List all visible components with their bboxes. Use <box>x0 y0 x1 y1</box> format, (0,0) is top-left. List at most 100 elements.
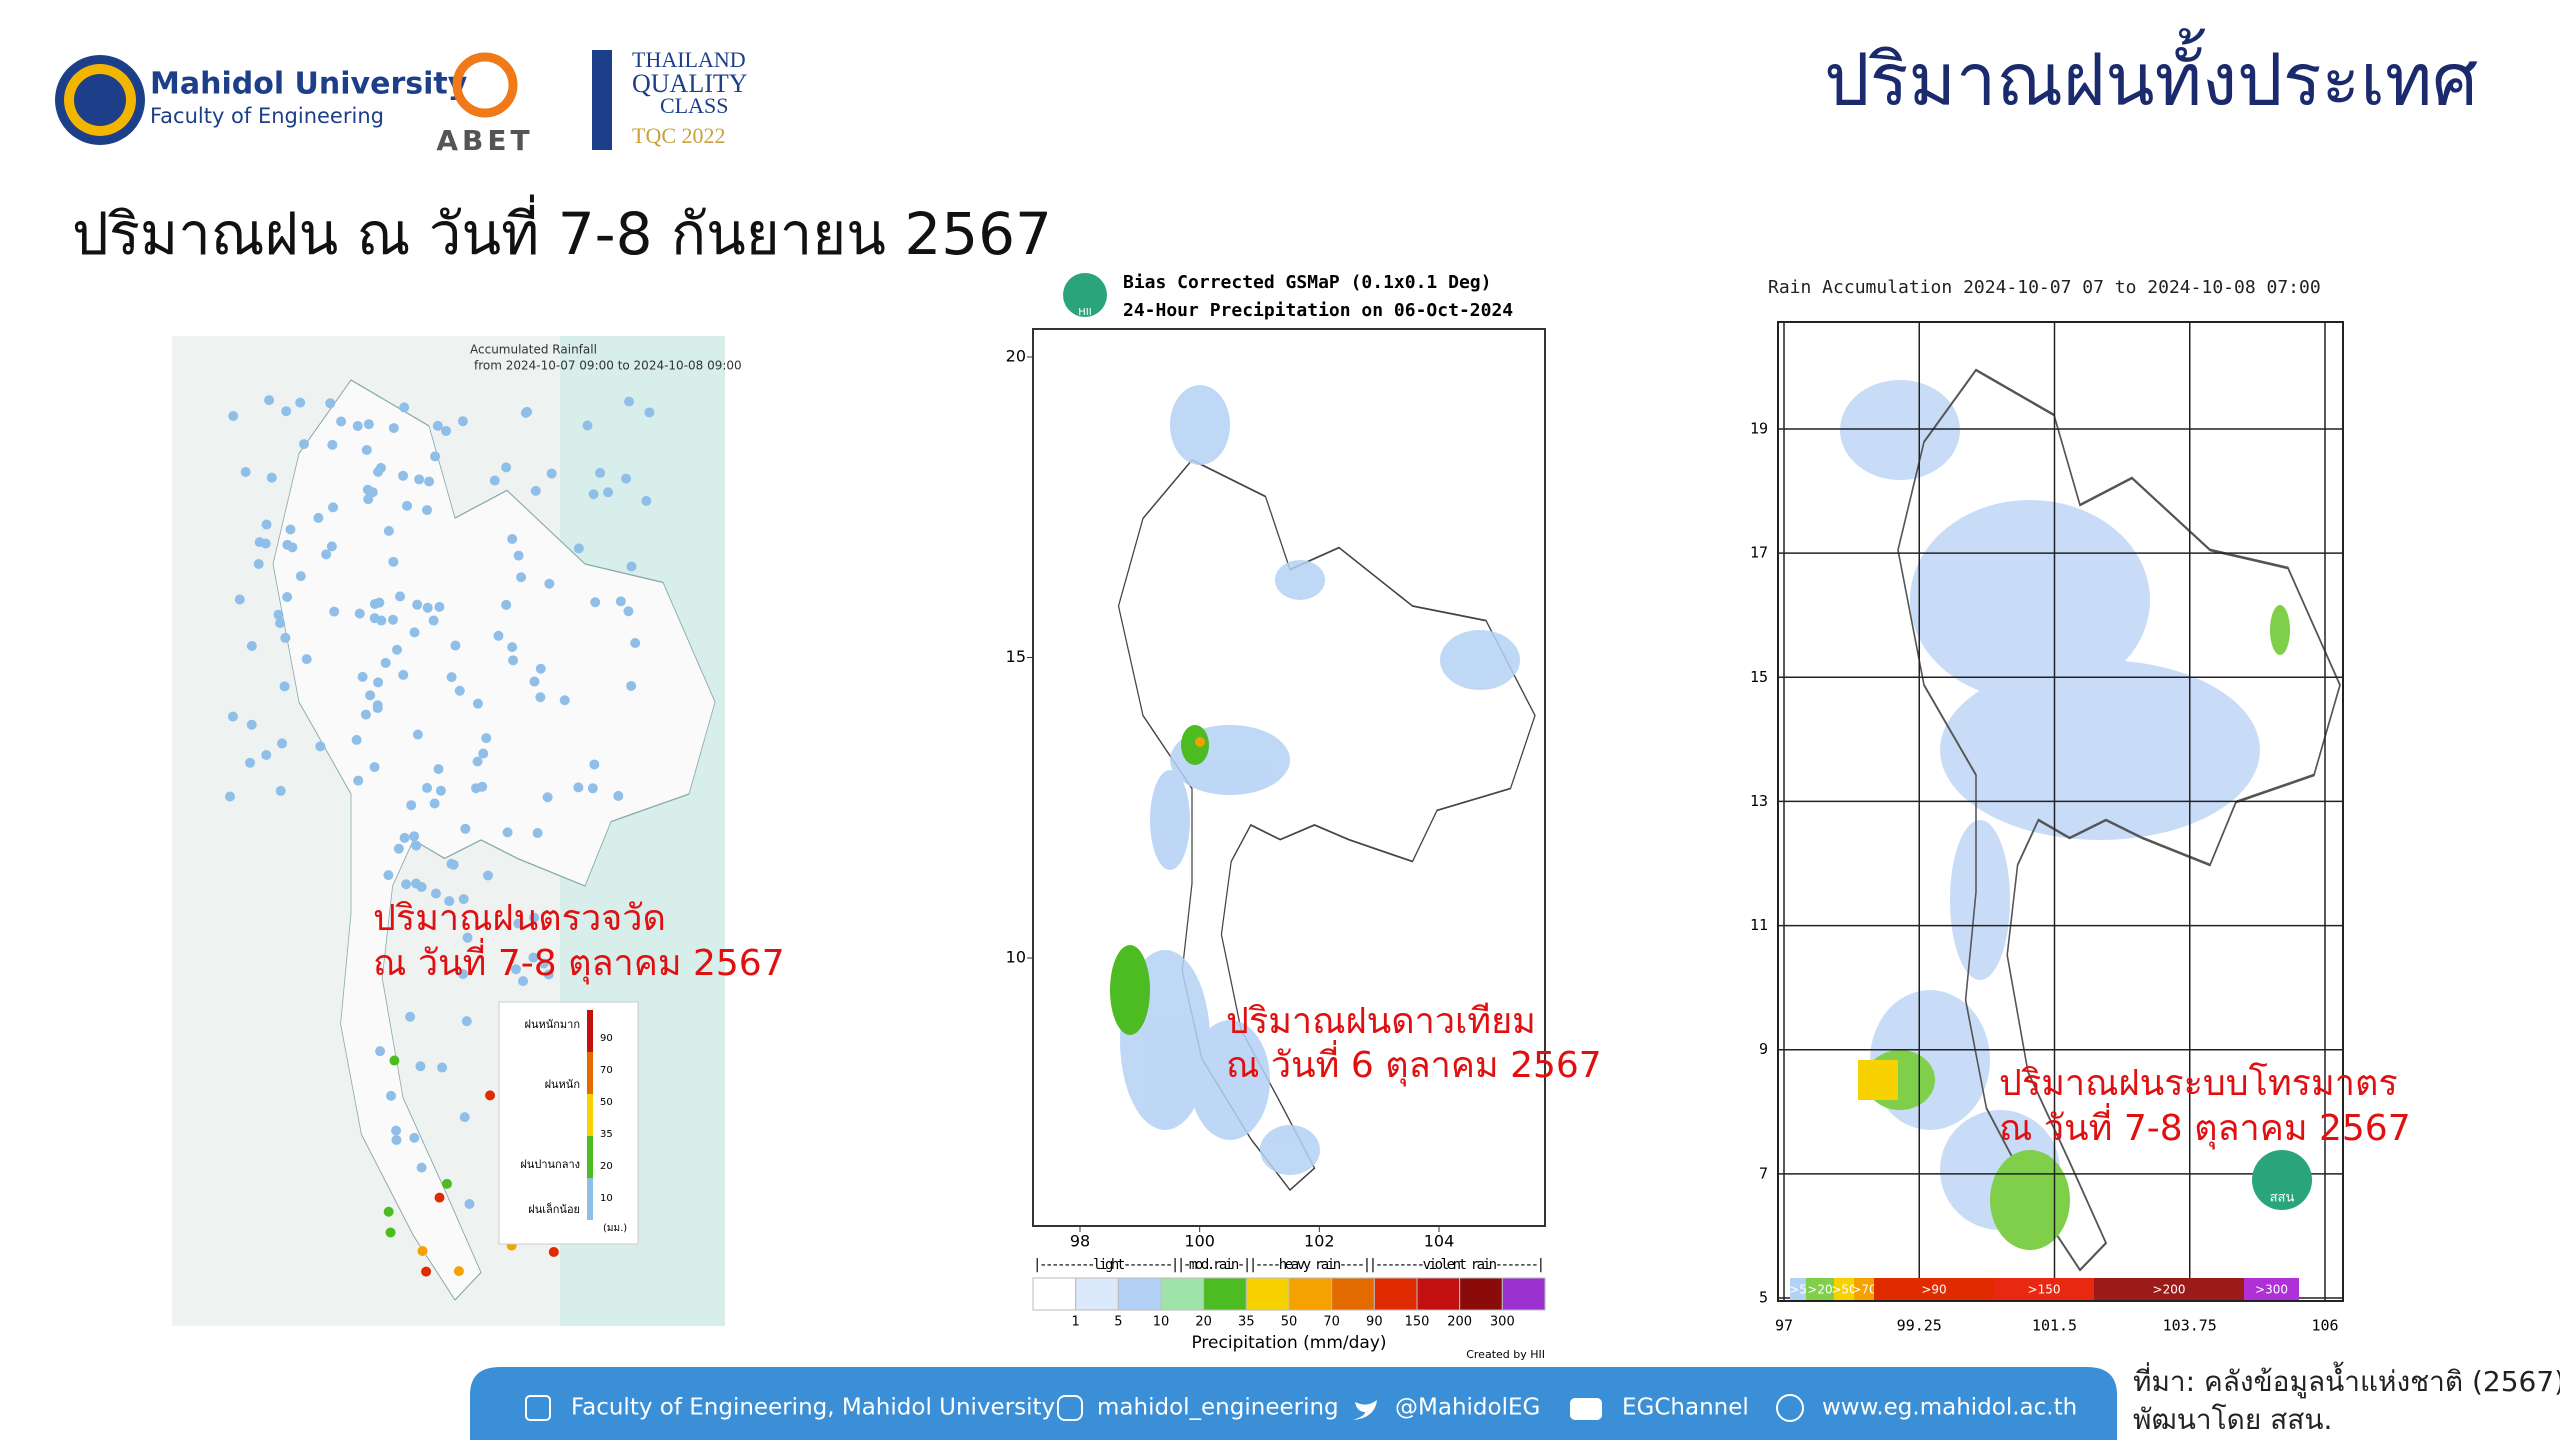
stations <box>225 395 655 1277</box>
station <box>538 958 549 969</box>
station <box>234 594 245 605</box>
station <box>441 1178 452 1189</box>
station <box>411 878 422 889</box>
station <box>544 578 555 589</box>
station <box>458 969 469 980</box>
legend-label: >150 <box>2028 1283 2061 1297</box>
legend-label: >50 <box>1831 1283 1856 1297</box>
station <box>573 543 584 554</box>
colorbar-label: 1 <box>1072 1315 1080 1330</box>
station <box>430 451 441 462</box>
station <box>414 474 425 485</box>
station <box>532 828 543 839</box>
station <box>266 472 277 483</box>
colorbar-label: 150 <box>1405 1315 1430 1330</box>
station <box>429 798 440 809</box>
colorbar-cell <box>1331 1277 1375 1311</box>
y-tick-label: 15 <box>1006 647 1026 666</box>
legend-swatch <box>587 1136 593 1178</box>
y-tick-label: 13 <box>1750 792 1768 810</box>
y-tick-label: 20 <box>1006 347 1026 366</box>
station <box>458 894 469 905</box>
station <box>453 1266 464 1277</box>
station <box>417 1246 428 1257</box>
station <box>623 606 634 617</box>
station <box>389 1055 400 1066</box>
station <box>240 466 251 477</box>
abet-logo <box>452 52 518 118</box>
station <box>406 800 417 811</box>
legend-value: 70 <box>600 1065 613 1076</box>
station <box>493 630 504 641</box>
station <box>546 468 557 479</box>
legend-class: ฝนหนัก <box>545 1078 580 1091</box>
station <box>369 598 380 609</box>
station <box>351 734 362 745</box>
legend-class: ฝนเล็กน้อย <box>528 1202 580 1216</box>
colorbar-label: 300 <box>1490 1315 1515 1330</box>
station <box>434 601 445 612</box>
station <box>388 423 399 434</box>
station <box>422 505 433 516</box>
station <box>613 790 624 801</box>
badge <box>2252 1150 2312 1210</box>
station <box>245 757 256 768</box>
badge-text: สสน <box>2270 1191 2295 1206</box>
caption: ณ วันที่ 7-8 ตุลาคม 2567 <box>373 938 785 985</box>
station <box>315 741 326 752</box>
station <box>510 964 521 975</box>
station <box>582 420 593 431</box>
station <box>228 410 239 421</box>
legend-swatch <box>587 1094 593 1136</box>
page-title: ปริมาณฝนทั้งประเทศ <box>1824 28 2478 122</box>
station <box>253 558 264 569</box>
legend-value: 90 <box>600 1033 613 1044</box>
footer-item: www.eg.mahidol.ac.th <box>1822 1395 2077 1421</box>
colorbar-label: 70 <box>1323 1315 1340 1330</box>
station <box>264 395 275 406</box>
legend-swatch <box>587 1010 593 1052</box>
station <box>615 596 626 607</box>
station <box>529 912 540 923</box>
station <box>280 632 291 643</box>
station <box>573 782 584 793</box>
station <box>437 1062 448 1073</box>
legend-label: >300 <box>2255 1283 2288 1297</box>
subtitle: ปริมาณฝน ณ วันที่ 7-8 กันยายน 2567 <box>72 194 1052 268</box>
station <box>353 775 364 786</box>
colorbar-cell <box>1416 1277 1461 1311</box>
legend-swatch <box>587 1178 593 1220</box>
station <box>367 487 378 498</box>
station <box>295 571 306 582</box>
station <box>261 519 272 530</box>
station <box>246 719 257 730</box>
heavy-rain <box>1858 605 2290 1250</box>
station <box>529 676 540 687</box>
station <box>372 700 383 711</box>
university: Mahidol University <box>150 67 468 102</box>
station <box>516 572 527 583</box>
footer-item: @MahidolEG <box>1395 1395 1540 1421</box>
station <box>275 618 286 629</box>
station <box>542 792 553 803</box>
station <box>446 672 457 683</box>
station <box>543 969 554 980</box>
station <box>535 663 546 674</box>
colorbar-label: 10 <box>1153 1315 1170 1330</box>
x-tick-label: 106 <box>2311 1317 2338 1335</box>
station <box>361 444 372 455</box>
colorbar-cell <box>1075 1277 1119 1311</box>
station <box>428 615 439 626</box>
station <box>299 439 310 450</box>
station <box>409 831 420 842</box>
legend-cell <box>1874 1278 1994 1300</box>
station <box>412 599 423 610</box>
x-tick-label: 104 <box>1424 1232 1455 1251</box>
legend-value: 10 <box>600 1193 613 1204</box>
station <box>246 641 257 652</box>
station <box>412 729 423 740</box>
station <box>386 1090 397 1101</box>
legend-class: ฝนปานกลาง <box>520 1158 580 1171</box>
station <box>623 396 634 407</box>
station <box>399 402 410 413</box>
